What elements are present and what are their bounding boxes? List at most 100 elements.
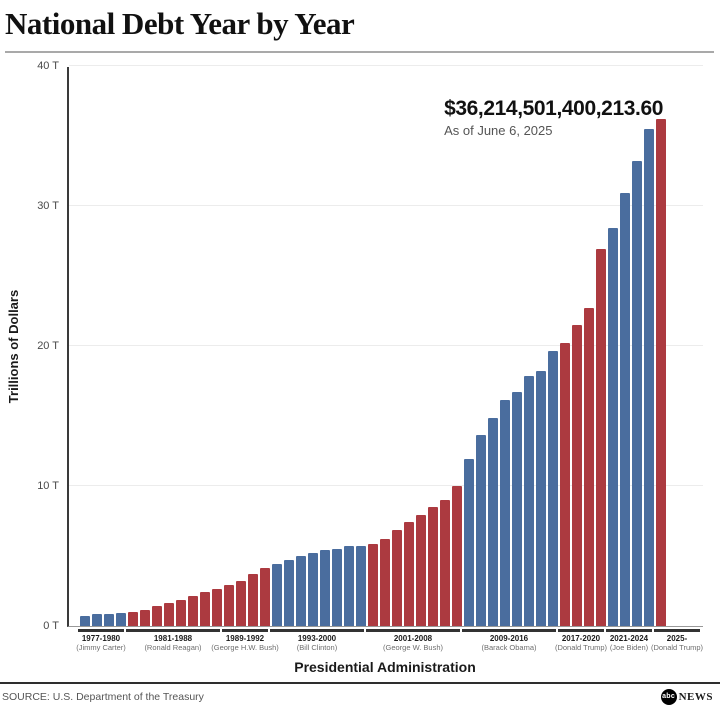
bar-2013 bbox=[512, 391, 522, 626]
title-divider bbox=[5, 50, 714, 53]
group-tick bbox=[78, 628, 124, 632]
plot-area: Trillions of Dollars $36,214,501,400,213… bbox=[7, 60, 703, 632]
group-footer-2021-2024: 2021-2024 (Joe Biden) bbox=[606, 628, 652, 652]
bar-1988 bbox=[212, 589, 222, 626]
y-tick-label-30: 30 T bbox=[37, 199, 59, 212]
chart: Trillions of Dollars $36,214,501,400,213… bbox=[7, 60, 704, 675]
news-wordmark: NEWS bbox=[678, 690, 713, 703]
debt-annotation-date: As of June 6, 2025 bbox=[444, 122, 553, 138]
bar-1986 bbox=[188, 596, 198, 626]
group-tick bbox=[126, 628, 220, 632]
gridline-10t bbox=[69, 484, 703, 486]
source-text: SOURCE: U.S. Department of the Treasury bbox=[2, 690, 204, 703]
group-term-label: 2017-2020 bbox=[561, 633, 601, 643]
bar-2024 bbox=[644, 128, 654, 626]
bar-group-1989-1992 bbox=[224, 568, 270, 626]
bar-1981 bbox=[128, 611, 138, 626]
bar-1993 bbox=[272, 564, 282, 626]
debt-annotation-headline: $36,214,501,400,213.60 bbox=[444, 96, 663, 120]
group-tick bbox=[270, 628, 364, 632]
group-term-label: 1977-1980 bbox=[81, 633, 121, 643]
bar-2016 bbox=[548, 351, 558, 626]
group-president-label: (Donald Trump) bbox=[554, 642, 608, 652]
group-term-label: 2009-2016 bbox=[489, 633, 529, 643]
bar-1998 bbox=[332, 548, 342, 626]
group-footer-1977-1980: 1977-1980 (Jimmy Carter) bbox=[76, 628, 126, 652]
group-president-label: (Joe Biden) bbox=[609, 642, 649, 652]
bar-group-2009-2016 bbox=[464, 351, 558, 626]
bar-1978 bbox=[92, 614, 102, 626]
bar-2023 bbox=[632, 160, 642, 626]
group-term-label: 1981-1988 bbox=[153, 633, 193, 643]
bar-2011 bbox=[488, 418, 498, 626]
y-tick-label-10: 10 T bbox=[37, 479, 59, 492]
bar-2018 bbox=[572, 324, 582, 626]
bar-2000 bbox=[356, 545, 366, 626]
group-footer-2009-2016: 2009-2016 (Barack Obama) bbox=[462, 628, 556, 652]
gridline-20t bbox=[69, 344, 703, 346]
bar-2012 bbox=[500, 400, 510, 626]
group-president-label: (Donald Trump) bbox=[650, 642, 704, 652]
bar-2006 bbox=[428, 506, 438, 626]
bar-1997 bbox=[320, 550, 330, 626]
bar-group-1993-2000 bbox=[272, 545, 366, 626]
bar-group-2021-2024 bbox=[608, 128, 654, 626]
bar-1980 bbox=[116, 613, 126, 626]
y-tick-label-0: 0 T bbox=[43, 619, 59, 632]
group-tick bbox=[606, 628, 652, 632]
header: National Debt Year by Year bbox=[0, 0, 720, 53]
group-term-label: 2025- bbox=[666, 633, 688, 643]
bar-2025 bbox=[656, 118, 666, 626]
bar-2004 bbox=[404, 522, 414, 626]
bar-2010 bbox=[476, 435, 486, 626]
bar-group-1981-1988 bbox=[128, 589, 222, 626]
group-term-label: 1993-2000 bbox=[297, 633, 337, 643]
bar-2002 bbox=[380, 538, 390, 626]
bar-group-1977-1980 bbox=[80, 613, 126, 626]
bar-1987 bbox=[200, 592, 210, 626]
footer: SOURCE: U.S. Department of the Treasury … bbox=[0, 684, 720, 705]
bar-2020 bbox=[596, 249, 606, 626]
bar-2017 bbox=[560, 342, 570, 626]
bar-1989 bbox=[224, 585, 234, 626]
bar-1995 bbox=[296, 555, 306, 626]
bar-group-2017-2020 bbox=[560, 249, 606, 626]
group-tick bbox=[558, 628, 604, 632]
group-footer-1981-1988: 1981-1988 (Ronald Reagan) bbox=[126, 628, 220, 652]
gridline-30t bbox=[69, 204, 703, 206]
group-tick bbox=[462, 628, 556, 632]
bar-1994 bbox=[284, 559, 294, 626]
group-president-label: (Bill Clinton) bbox=[296, 642, 338, 652]
bar-group-2025- bbox=[656, 118, 666, 626]
bar-1990 bbox=[236, 580, 246, 626]
bar-2015 bbox=[536, 370, 546, 626]
bar-2009 bbox=[464, 459, 474, 626]
bar-1977 bbox=[80, 615, 90, 626]
group-tick bbox=[366, 628, 460, 632]
bar-1992 bbox=[260, 568, 270, 626]
bar-2019 bbox=[584, 307, 594, 626]
bar-1999 bbox=[344, 545, 354, 626]
group-tick bbox=[654, 628, 700, 632]
bar-2001 bbox=[368, 544, 378, 626]
gridline-40t bbox=[69, 64, 703, 66]
bar-2014 bbox=[524, 376, 534, 626]
bar-1982 bbox=[140, 610, 150, 626]
bars-row bbox=[69, 118, 703, 626]
group-footer-2025-: 2025- (Donald Trump) bbox=[650, 628, 704, 652]
bar-1996 bbox=[308, 552, 318, 626]
group-footer-2001-2008: 2001-2008 (George W. Bush) bbox=[366, 628, 460, 652]
group-president-label: (Barack Obama) bbox=[481, 642, 537, 652]
bar-1985 bbox=[176, 600, 186, 626]
bar-2003 bbox=[392, 530, 402, 626]
group-president-label: (Ronald Reagan) bbox=[144, 642, 202, 652]
bar-1991 bbox=[248, 573, 258, 626]
abc-circle-icon: abc bbox=[660, 688, 677, 705]
bar-2022 bbox=[620, 193, 630, 626]
bar-1984 bbox=[164, 603, 174, 626]
bar-2021 bbox=[608, 228, 618, 626]
group-president-label: (George W. Bush) bbox=[382, 642, 444, 652]
abc-news-logo: abc NEWS bbox=[660, 688, 713, 705]
bar-2008 bbox=[452, 485, 462, 626]
